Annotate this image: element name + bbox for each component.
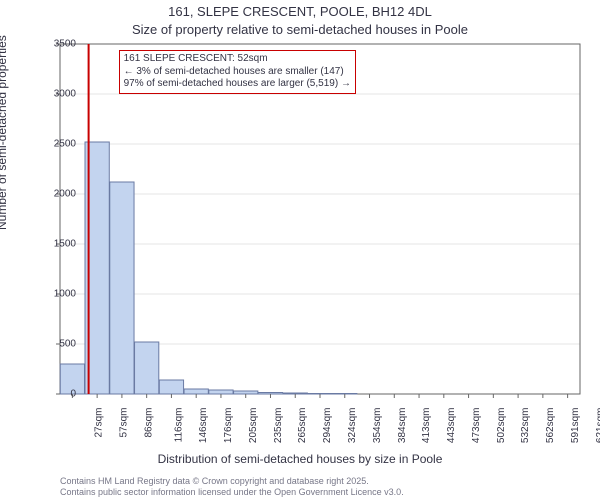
x-tick-label: 265sqm [298, 408, 309, 444]
x-tick-label: 562sqm [545, 408, 556, 444]
chart-container: 161, SLEPE CRESCENT, POOLE, BH12 4DL Siz… [0, 0, 600, 500]
x-tick-label: 591sqm [570, 408, 581, 444]
y-tick-label: 2500 [40, 139, 76, 150]
x-tick-label: 443sqm [446, 408, 457, 444]
annotation-line-3: 97% of semi-detached houses are larger (… [124, 78, 351, 91]
y-tick-label: 500 [40, 339, 76, 350]
x-tick-label: 294sqm [322, 408, 333, 444]
y-tick-label: 3000 [40, 89, 76, 100]
plot-svg [60, 44, 580, 404]
x-tick-label: 146sqm [199, 408, 210, 444]
x-tick-label: 235sqm [273, 408, 284, 444]
y-tick-label: 1500 [40, 239, 76, 250]
footnote: Contains HM Land Registry data © Crown c… [60, 476, 404, 499]
x-tick-label: 324sqm [347, 408, 358, 444]
x-tick-label: 57sqm [119, 408, 130, 438]
annotation-callout: 161 SLEPE CRESCENT: 52sqm ← 3% of semi-d… [119, 50, 356, 94]
x-tick-label: 532sqm [520, 408, 531, 444]
annotation-line-2: ← 3% of semi-detached houses are smaller… [124, 66, 351, 79]
y-axis-label: Number of semi-detached properties [0, 35, 9, 230]
y-tick-label: 0 [40, 389, 76, 400]
x-tick-label: 502sqm [496, 408, 507, 444]
annotation-line-1: 161 SLEPE CRESCENT: 52sqm [124, 53, 351, 66]
y-tick-label: 3500 [40, 39, 76, 50]
plot-area [60, 44, 580, 404]
x-axis-label: Distribution of semi-detached houses by … [0, 452, 600, 466]
footnote-line-1: Contains HM Land Registry data © Crown c… [60, 476, 404, 487]
x-tick-label: 116sqm [173, 408, 184, 443]
y-tick-label: 1000 [40, 289, 76, 300]
x-tick-label: 86sqm [143, 408, 154, 438]
x-tick-label: 205sqm [248, 408, 259, 444]
x-tick-label: 176sqm [223, 408, 234, 444]
y-tick-label: 2000 [40, 189, 76, 200]
x-tick-label: 621sqm [595, 408, 600, 444]
x-tick-label: 413sqm [421, 408, 432, 444]
chart-title-main: 161, SLEPE CRESCENT, POOLE, BH12 4DL [0, 4, 600, 19]
x-tick-label: 384sqm [397, 408, 408, 444]
footnote-line-2: Contains public sector information licen… [60, 487, 404, 498]
x-tick-label: 27sqm [94, 408, 105, 438]
chart-title-sub: Size of property relative to semi-detach… [0, 22, 600, 37]
x-tick-label: 473sqm [471, 408, 482, 444]
x-tick-label: 354sqm [372, 408, 383, 444]
